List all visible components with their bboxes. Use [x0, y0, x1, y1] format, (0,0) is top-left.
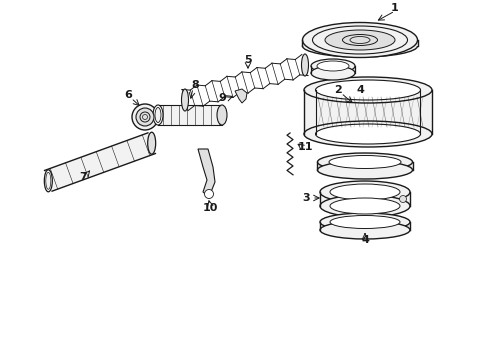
Ellipse shape [311, 59, 355, 73]
Polygon shape [158, 105, 222, 125]
Polygon shape [302, 40, 418, 46]
Text: 2: 2 [334, 85, 342, 95]
Ellipse shape [330, 184, 400, 200]
Text: 3: 3 [302, 193, 310, 203]
Ellipse shape [320, 181, 410, 203]
Ellipse shape [147, 132, 156, 154]
Text: 9: 9 [218, 93, 226, 103]
Ellipse shape [302, 22, 417, 58]
Ellipse shape [140, 112, 150, 122]
Text: 4: 4 [356, 85, 364, 95]
Text: 6: 6 [124, 90, 132, 100]
Text: 11: 11 [297, 142, 313, 152]
Ellipse shape [304, 121, 432, 147]
Polygon shape [235, 89, 247, 103]
Ellipse shape [318, 153, 413, 171]
Ellipse shape [301, 54, 309, 76]
Ellipse shape [330, 198, 400, 214]
Ellipse shape [304, 77, 432, 103]
Ellipse shape [317, 61, 349, 71]
Ellipse shape [302, 35, 417, 57]
Ellipse shape [316, 80, 420, 100]
Ellipse shape [143, 114, 147, 120]
Polygon shape [304, 90, 432, 134]
Polygon shape [45, 133, 155, 191]
Text: 1: 1 [391, 3, 399, 13]
Ellipse shape [330, 216, 400, 229]
Text: 4: 4 [361, 235, 369, 245]
Ellipse shape [217, 105, 227, 125]
Text: 7: 7 [79, 172, 87, 182]
Ellipse shape [313, 26, 408, 54]
Ellipse shape [325, 30, 395, 50]
Ellipse shape [153, 105, 163, 125]
Ellipse shape [320, 221, 410, 239]
Ellipse shape [136, 108, 154, 126]
Ellipse shape [329, 156, 401, 168]
Text: 8: 8 [191, 80, 199, 90]
Ellipse shape [204, 189, 214, 198]
Ellipse shape [399, 195, 407, 202]
Ellipse shape [181, 89, 189, 111]
Text: 5: 5 [244, 55, 252, 65]
Text: 10: 10 [202, 203, 218, 213]
Ellipse shape [316, 124, 420, 144]
Ellipse shape [343, 35, 377, 45]
Ellipse shape [46, 172, 51, 189]
Ellipse shape [350, 36, 370, 44]
Ellipse shape [132, 104, 158, 130]
Ellipse shape [318, 161, 413, 179]
Polygon shape [311, 66, 355, 73]
Ellipse shape [320, 195, 410, 217]
Polygon shape [320, 192, 410, 206]
Polygon shape [198, 149, 215, 197]
Ellipse shape [44, 170, 52, 192]
Ellipse shape [155, 108, 161, 122]
Polygon shape [320, 222, 410, 230]
Ellipse shape [320, 213, 410, 231]
Ellipse shape [311, 66, 355, 80]
Polygon shape [317, 162, 413, 170]
